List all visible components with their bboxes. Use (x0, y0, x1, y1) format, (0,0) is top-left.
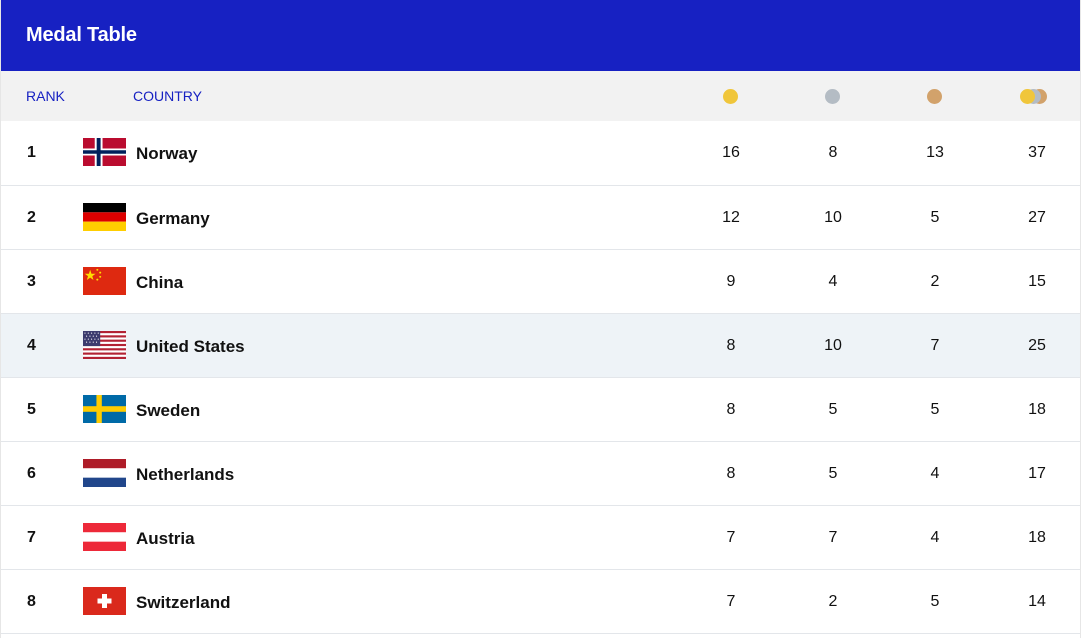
china-flag-icon (83, 267, 126, 295)
medal-rows: 1 Norway 16 8 13 37 2 (1, 121, 1080, 634)
bronze-count: 4 (930, 465, 940, 482)
bronze-count: 5 (930, 401, 940, 418)
total-medals-icon[interactable] (1020, 89, 1054, 105)
country-name[interactable]: Sweden (136, 401, 201, 420)
country-name[interactable]: Austria (136, 529, 195, 548)
total-count: 15 (1028, 273, 1046, 290)
country-column-header[interactable]: COUNTRY (133, 88, 202, 104)
silver-count: 7 (828, 529, 838, 546)
total-count: 37 (1028, 144, 1046, 161)
norway-flag-icon (83, 138, 126, 166)
gold-medal-icon[interactable] (723, 89, 739, 105)
gold-count: 8 (726, 337, 736, 354)
switzerland-flag-icon (83, 587, 126, 615)
sweden-flag-icon (83, 395, 126, 423)
rank-value: 2 (27, 209, 36, 226)
table-row[interactable]: 7 Austria 7 7 4 18 (1, 506, 1080, 570)
rank-value: 3 (27, 273, 36, 290)
country-name[interactable]: Germany (136, 209, 210, 228)
table-header: RANK COUNTRY (1, 71, 1080, 121)
bronze-count: 5 (930, 209, 940, 226)
gold-count: 16 (722, 144, 740, 161)
silver-count: 5 (828, 465, 838, 482)
bronze-count: 4 (930, 529, 940, 546)
rank-value: 1 (27, 144, 36, 161)
silver-count: 10 (824, 337, 842, 354)
page-title: Medal Table (26, 24, 137, 46)
silver-count: 8 (828, 144, 838, 161)
rank-value: 4 (27, 337, 36, 354)
silver-count: 10 (824, 209, 842, 226)
rank-value: 8 (27, 593, 36, 610)
total-count: 25 (1028, 337, 1046, 354)
total-count: 27 (1028, 209, 1046, 226)
germany-flag-icon (83, 203, 126, 231)
total-count: 18 (1028, 401, 1046, 418)
title-bar: Medal Table (1, 0, 1080, 71)
rank-value: 7 (27, 529, 36, 546)
gold-count: 8 (726, 401, 736, 418)
table-row[interactable]: 3 China 9 4 2 15 (1, 250, 1080, 314)
usa-flag-icon (83, 331, 126, 359)
bronze-count: 5 (930, 593, 940, 610)
table-row[interactable]: 4 (1, 314, 1080, 378)
silver-count: 2 (828, 593, 838, 610)
netherlands-flag-icon (83, 459, 126, 487)
rank-value: 5 (27, 401, 36, 418)
country-name[interactable]: United States (136, 337, 245, 356)
rank-value: 6 (27, 465, 36, 482)
bronze-count: 13 (926, 144, 944, 161)
country-name[interactable]: Switzerland (136, 593, 231, 612)
table-row[interactable]: 2 Germany 12 10 5 27 (1, 186, 1080, 250)
gold-count: 8 (726, 465, 736, 482)
gold-count: 7 (726, 593, 736, 610)
bronze-count: 2 (930, 273, 940, 290)
table-row[interactable]: 5 Sweden 8 5 5 18 (1, 378, 1080, 442)
gold-count: 9 (726, 273, 736, 290)
bronze-medal-icon[interactable] (927, 89, 943, 105)
table-row[interactable]: 1 Norway 16 8 13 37 (1, 121, 1080, 186)
silver-count: 4 (828, 273, 838, 290)
country-name[interactable]: China (136, 273, 184, 292)
rank-column-header[interactable]: RANK (26, 88, 65, 104)
bronze-count: 7 (930, 337, 940, 354)
total-count: 14 (1028, 593, 1046, 610)
gold-count: 7 (726, 529, 736, 546)
country-name[interactable]: Netherlands (136, 465, 235, 484)
silver-medal-icon[interactable] (825, 89, 841, 105)
austria-flag-icon (83, 523, 126, 551)
table-row[interactable]: 6 Netherlands 8 5 4 17 (1, 442, 1080, 506)
total-count: 17 (1028, 465, 1046, 482)
total-count: 18 (1028, 529, 1046, 546)
silver-count: 5 (828, 401, 838, 418)
country-name[interactable]: Norway (136, 144, 198, 163)
gold-count: 12 (722, 209, 740, 226)
table-row[interactable]: 8 Switzerland 7 2 5 14 (1, 570, 1080, 634)
